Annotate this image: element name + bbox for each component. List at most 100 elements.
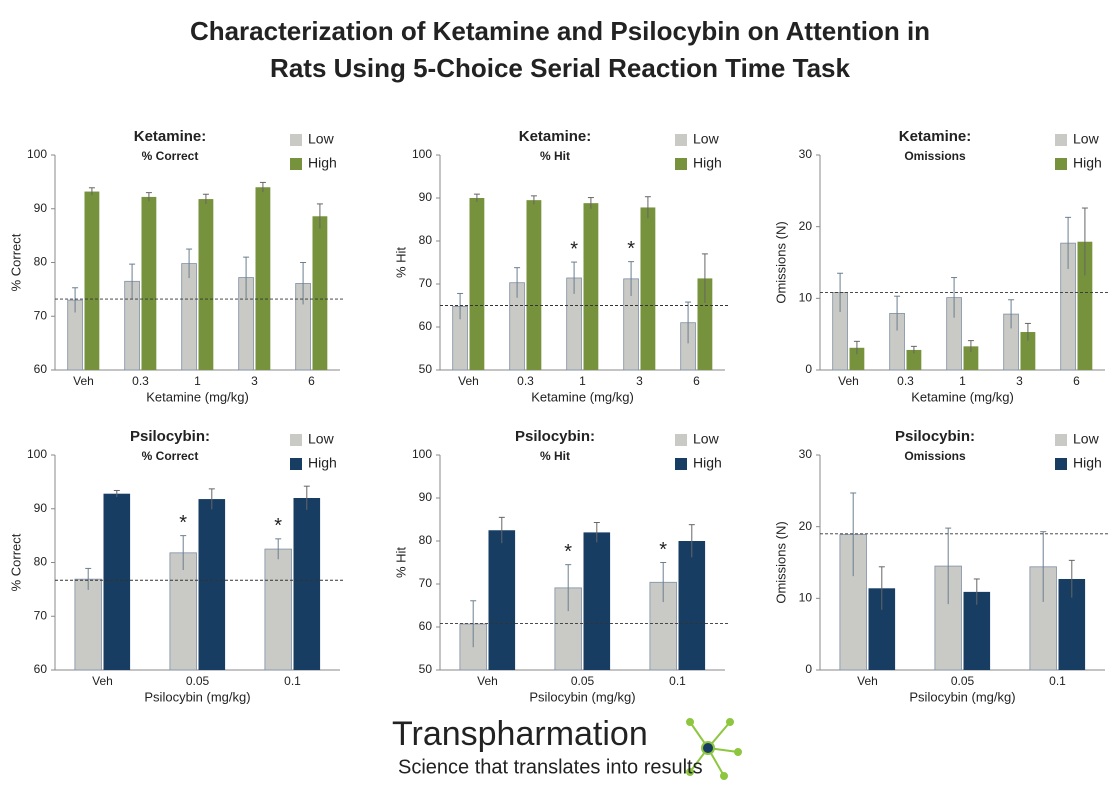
bar [84,191,100,370]
significance-marker: * [274,515,282,537]
y-tick-label: 100 [412,147,432,161]
legend-swatch [1055,134,1067,146]
bar [169,552,197,671]
chart-title: Ketamine: [519,128,592,145]
significance-marker: * [659,539,667,561]
bar [640,207,656,370]
x-tick-label: 3 [636,374,643,388]
legend-label: Low [693,431,720,447]
significance-marker: * [564,541,572,563]
y-tick-label: 60 [34,362,48,376]
chart-title: Ketamine: [134,128,207,145]
legend-label: High [308,155,337,171]
bar [264,548,292,671]
y-tick-label: 30 [799,447,813,461]
chart-subtitle: Omissions [904,449,966,463]
legend-label: High [693,155,722,171]
legend-label: Low [308,431,335,447]
chart-title: Ketamine: [899,128,972,145]
x-tick-label: Veh [857,674,878,688]
significance-marker: * [570,238,578,260]
legend-label: High [1073,455,1102,471]
y-tick-label: 10 [799,591,813,605]
legend-label: High [308,455,337,471]
bar [312,216,328,370]
y-tick-label: 50 [419,662,433,676]
y-tick-label: 80 [34,555,48,569]
y-axis-label: % Hit [393,547,408,578]
chart-subtitle: % Correct [142,149,199,163]
y-tick-label: 30 [799,147,813,161]
bar [181,263,197,371]
bar [293,498,321,670]
chart-title: Psilocybin: [130,428,210,445]
x-tick-label: 6 [693,374,700,388]
bar [583,203,599,370]
y-tick-label: 90 [34,201,48,215]
main-title: Characterization of Ketamine and Psilocy… [190,16,930,46]
chart-subtitle: % Correct [142,449,199,463]
bar [1077,241,1093,370]
y-axis-label: Omissions (N) [773,221,788,303]
y-tick-label: 80 [34,255,48,269]
legend-swatch [1055,458,1067,470]
bar [255,187,271,370]
bar [697,278,713,370]
legend-label: Low [693,131,720,147]
x-tick-label: 1 [194,374,201,388]
x-tick-label: 0.1 [669,674,686,688]
y-tick-label: 70 [419,276,433,290]
x-tick-label: Veh [73,374,94,388]
bar [906,349,922,370]
y-tick-label: 100 [412,447,432,461]
y-tick-label: 20 [799,219,813,233]
x-tick-label: 0.05 [951,674,975,688]
y-tick-label: 90 [419,190,433,204]
bar [583,532,611,670]
bar [469,198,485,370]
bar [526,200,542,370]
x-tick-label: Veh [92,674,113,688]
legend-label: High [693,455,722,471]
y-tick-label: 70 [419,576,433,590]
bar [198,499,226,670]
x-axis-label: Ketamine (mg/kg) [911,389,1014,404]
y-tick-label: 100 [27,147,47,161]
y-tick-label: 0 [805,362,812,376]
chart-subtitle: % Hit [540,149,570,163]
bar [141,196,157,370]
legend-swatch [675,458,687,470]
y-axis-label: % Hit [393,247,408,278]
x-axis-label: Psilocybin (mg/kg) [529,689,635,704]
x-tick-label: 0.3 [132,374,149,388]
x-axis-label: Psilocybin (mg/kg) [144,689,250,704]
legend-swatch [1055,434,1067,446]
x-tick-label: Veh [458,374,479,388]
legend-swatch [1055,158,1067,170]
legend-swatch [290,434,302,446]
y-tick-label: 60 [419,619,433,633]
y-tick-label: 70 [34,608,48,622]
x-tick-label: Veh [838,374,859,388]
y-tick-label: 80 [419,233,433,247]
x-axis-label: Ketamine (mg/kg) [146,389,249,404]
y-axis-label: % Correct [8,533,23,591]
legend-label: Low [308,131,335,147]
x-tick-label: 1 [579,374,586,388]
y-tick-label: 20 [799,519,813,533]
bar [198,199,214,370]
legend-swatch [290,158,302,170]
bar [103,493,131,670]
bar [1020,332,1036,370]
x-tick-label: 3 [251,374,258,388]
bar [74,578,102,671]
legend-label: Low [1073,131,1100,147]
y-axis-label: % Correct [8,233,23,291]
x-tick-label: 3 [1016,374,1023,388]
x-tick-label: 1 [959,374,966,388]
x-tick-label: 0.05 [571,674,595,688]
x-tick-label: 0.1 [1049,674,1066,688]
main-title: Rats Using 5-Choice Serial Reaction Time… [270,53,850,83]
y-tick-label: 50 [419,362,433,376]
